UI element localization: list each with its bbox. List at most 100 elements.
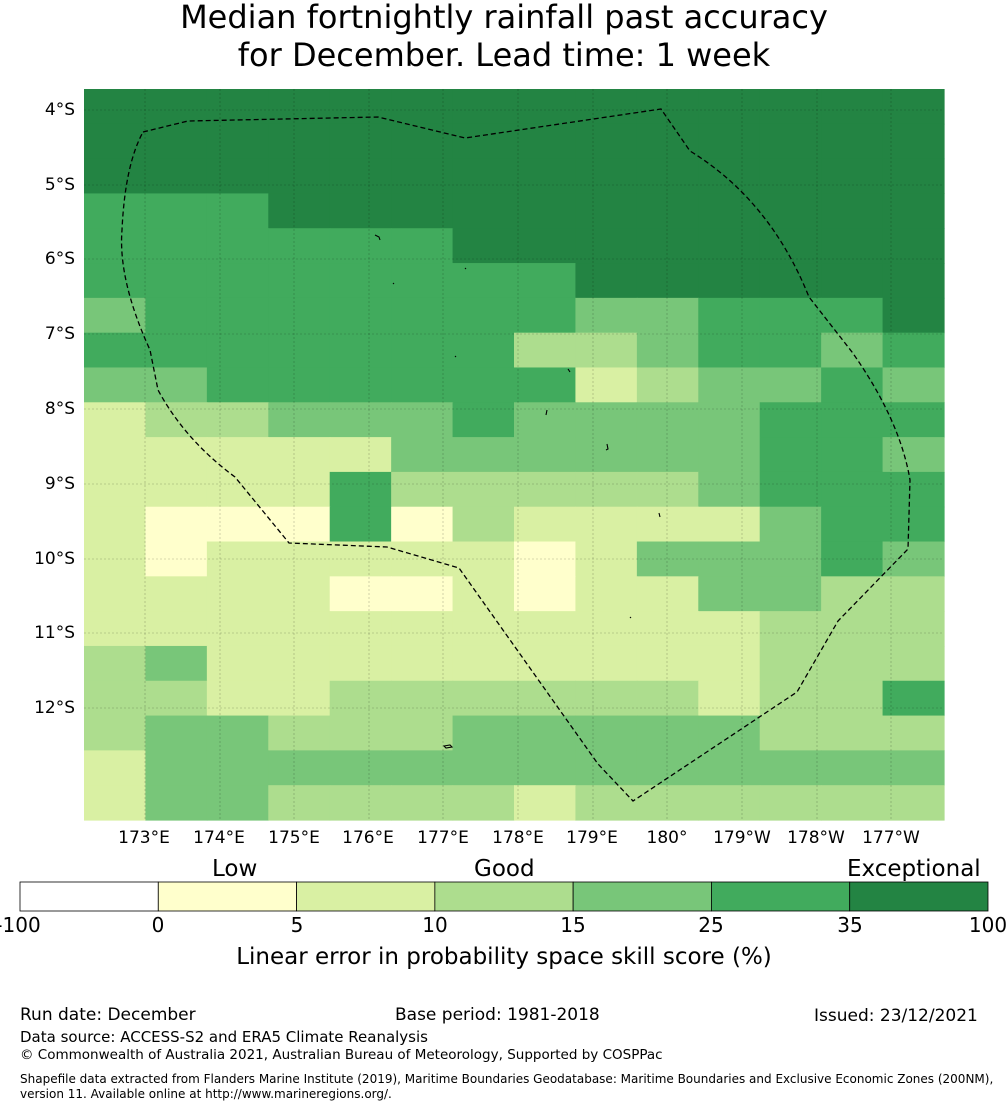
grid-cell [882,123,945,160]
grid-cell [882,367,945,403]
grid-cell [268,541,331,577]
grid-cell [329,437,392,473]
grid-cell [391,437,454,473]
grid-cell [452,645,515,682]
colorbar-tick: 35 [837,913,863,937]
grid-cell [268,471,331,508]
grid-cell [514,89,577,125]
grid-cell [206,471,269,508]
grid-cell [268,123,331,160]
grid-cell [329,402,392,438]
grid-cell [206,750,269,786]
grid-cell [882,506,945,543]
grid-cell [882,228,945,264]
grid-cell [759,576,822,612]
lat-label: 9°S [44,474,75,494]
grid-cell [391,680,454,717]
grid-cell [575,750,638,786]
grid-cell [452,228,515,264]
grid-cell [452,541,515,577]
grid-cell [391,367,454,403]
grid-cell [821,263,884,299]
grid-cell [329,785,392,821]
grid-cell [391,158,454,195]
grid-cell [575,576,638,612]
grid-cell [759,645,822,682]
colorbar-segment [711,881,851,912]
grid-cell [636,680,699,717]
lon-label: 179°W [713,828,771,848]
map-title-line-2: for December. Lead time: 1 week [237,36,771,74]
grid-cell [698,715,761,751]
island [605,443,609,451]
grid-cell [329,576,392,612]
grid-cell [84,193,147,229]
grid-cell [268,297,331,334]
grid-cell [84,89,147,125]
grid-cell [329,750,392,786]
colorbar-tick: 10 [422,913,448,937]
grid-cell [821,89,884,125]
grid-cell [514,367,577,403]
category-exceptional: Exceptional [847,856,981,882]
grid-cell [268,332,331,369]
grid-cell [575,402,638,438]
lon-label: 177°E [417,828,469,848]
island [545,409,548,416]
grid-cell [575,89,638,125]
grid-cell [84,402,147,438]
grid-cell [636,541,699,577]
shapefile-credit: Shapefile data extracted from Flanders M… [20,1072,994,1086]
lat-label: 6°S [44,249,75,269]
grid-cell [882,611,945,647]
grid-cell [84,715,147,751]
grid-cell [206,576,269,612]
grid-cell [882,193,945,229]
grid-cell [882,645,945,682]
grid-cell [636,123,699,160]
grid-cell [206,158,269,195]
grid-cell [206,297,269,334]
grid-cell [84,680,147,717]
grid-cell [514,541,577,577]
grid-cell [145,297,208,334]
grid-cell [145,715,208,751]
grid-cell [391,541,454,577]
grid-cell [145,437,208,473]
grid-cell [206,541,269,577]
grid-cell [268,611,331,647]
grid-cell [391,471,454,508]
grid-cell [575,367,638,403]
grid-cell [206,715,269,751]
grid-cell [391,89,454,125]
grid-cell [329,228,392,264]
grid-cell [452,123,515,160]
grid-cell [268,89,331,125]
colorbar-segment [572,881,712,912]
colorbar-segment [434,881,574,912]
grid-cell [391,228,454,264]
grid-cell [636,576,699,612]
grid-cell [391,402,454,438]
grid-cell [882,158,945,195]
grid-cell [145,123,208,160]
grid-cell [821,541,884,577]
grid-cell [268,367,331,403]
island [464,267,467,270]
colorbar-segment [19,881,159,912]
grid-cell [698,437,761,473]
grid-cell [514,437,577,473]
grid-cell [391,193,454,229]
grid-cell [329,263,392,299]
grid-cell [84,541,147,577]
grid-cell [575,228,638,264]
grid-cell [514,680,577,717]
grid-cell [452,89,515,125]
grid-cell [84,332,147,369]
lat-label: 11°S [34,623,75,643]
grid-cell [759,158,822,195]
grid-cell [268,402,331,438]
lat-label: 12°S [34,698,75,718]
grid-cell [514,471,577,508]
grid-cell [698,506,761,543]
